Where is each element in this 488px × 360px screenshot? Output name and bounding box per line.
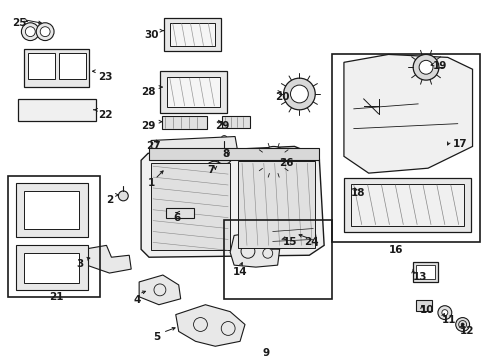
Polygon shape — [141, 147, 324, 257]
Text: 8: 8 — [222, 149, 229, 159]
Text: 25: 25 — [13, 18, 27, 28]
Text: 27: 27 — [146, 141, 161, 152]
Text: 28: 28 — [141, 87, 155, 97]
Bar — [415, 265, 434, 279]
Circle shape — [245, 212, 277, 243]
Text: 29: 29 — [141, 121, 155, 131]
Circle shape — [441, 310, 447, 316]
Text: 21: 21 — [49, 292, 63, 302]
Polygon shape — [83, 246, 131, 273]
Circle shape — [437, 306, 451, 320]
Text: 17: 17 — [452, 139, 467, 149]
Circle shape — [273, 212, 305, 243]
Bar — [17, 246, 87, 290]
Bar — [415, 300, 431, 311]
Circle shape — [418, 301, 426, 309]
Bar — [412, 262, 437, 282]
Circle shape — [420, 184, 434, 198]
Bar — [24, 253, 79, 283]
Text: 11: 11 — [441, 315, 455, 325]
Circle shape — [438, 184, 452, 198]
Circle shape — [118, 191, 128, 201]
Bar — [163, 18, 221, 51]
Bar — [224, 220, 331, 299]
Circle shape — [290, 85, 307, 103]
Circle shape — [25, 27, 35, 37]
Text: 24: 24 — [304, 238, 318, 247]
Circle shape — [259, 147, 287, 174]
Polygon shape — [269, 226, 317, 249]
Bar — [166, 77, 220, 107]
Text: 4: 4 — [133, 295, 140, 305]
Circle shape — [36, 23, 54, 41]
Bar — [28, 53, 55, 79]
Text: 16: 16 — [387, 246, 402, 255]
Text: 23: 23 — [99, 72, 113, 82]
Text: 14: 14 — [233, 267, 247, 277]
Bar — [350, 184, 463, 226]
Bar — [169, 23, 215, 46]
Circle shape — [205, 161, 223, 179]
Circle shape — [216, 148, 232, 164]
Bar — [160, 71, 227, 113]
Bar — [151, 163, 230, 250]
Text: 9: 9 — [262, 348, 269, 358]
Text: 13: 13 — [412, 272, 427, 282]
Bar — [343, 178, 469, 233]
Polygon shape — [230, 231, 279, 267]
Text: 10: 10 — [419, 305, 434, 315]
Bar — [149, 148, 319, 160]
Bar — [24, 49, 88, 87]
Text: 2: 2 — [106, 195, 114, 205]
Text: 1: 1 — [148, 178, 155, 188]
Circle shape — [455, 318, 468, 332]
Bar — [162, 116, 207, 129]
Text: 6: 6 — [173, 213, 181, 223]
Text: 3: 3 — [77, 259, 84, 269]
Text: 22: 22 — [99, 110, 113, 120]
Text: 20: 20 — [274, 92, 288, 102]
Text: 18: 18 — [350, 188, 365, 198]
Bar — [165, 208, 193, 218]
Bar — [19, 99, 96, 121]
Circle shape — [266, 153, 280, 167]
Circle shape — [283, 78, 315, 110]
Bar — [238, 161, 315, 248]
Circle shape — [418, 60, 432, 74]
Text: 30: 30 — [144, 30, 158, 40]
Circle shape — [21, 23, 39, 41]
Bar — [222, 116, 249, 128]
Bar — [17, 183, 87, 238]
Bar — [24, 191, 79, 229]
Text: 26: 26 — [279, 158, 293, 168]
Bar — [331, 54, 480, 242]
Text: 5: 5 — [153, 332, 160, 342]
Text: 7: 7 — [207, 165, 214, 175]
Polygon shape — [139, 275, 181, 305]
Text: 15: 15 — [282, 238, 297, 247]
Text: 12: 12 — [459, 327, 473, 337]
Circle shape — [281, 220, 297, 235]
Bar — [59, 53, 85, 79]
Circle shape — [221, 135, 227, 141]
Circle shape — [460, 323, 463, 326]
Bar — [7, 176, 100, 297]
Polygon shape — [151, 136, 238, 158]
Polygon shape — [343, 54, 471, 173]
Circle shape — [412, 54, 438, 80]
Text: 29: 29 — [215, 121, 229, 131]
Polygon shape — [175, 305, 244, 346]
Circle shape — [253, 220, 269, 235]
Circle shape — [40, 27, 50, 37]
Text: 19: 19 — [432, 61, 447, 71]
